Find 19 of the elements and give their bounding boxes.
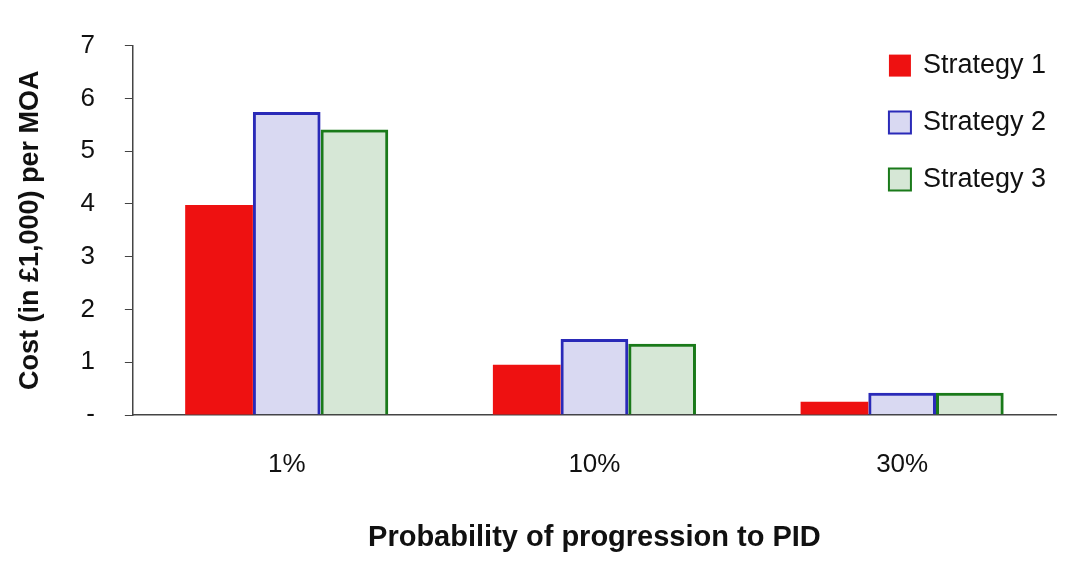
- y-tick-label: 6: [80, 81, 95, 112]
- legend-label: Strategy 3: [922, 163, 1047, 194]
- y-tick-label: -: [86, 398, 95, 429]
- y-tick-label: 5: [80, 134, 95, 165]
- y-tick-label: 4: [80, 187, 95, 218]
- x-axis-title: Probability of progression to PID: [368, 519, 821, 552]
- x-tick-label: 10%: [568, 447, 621, 478]
- legend-label: Strategy 1: [922, 49, 1047, 80]
- y-tick-label: 1: [80, 345, 95, 376]
- y-tick-label: 2: [80, 292, 95, 323]
- bar: [185, 204, 253, 415]
- y-tick-label: 3: [80, 239, 95, 270]
- bar: [868, 392, 936, 415]
- legend-label: Strategy 2: [922, 106, 1047, 137]
- x-tick-label: 1%: [267, 447, 306, 478]
- y-axis-title: Cost (in £1,000) per MOA: [13, 70, 44, 391]
- x-tick-label: 30%: [876, 447, 929, 478]
- y-tick-label: 7: [80, 28, 95, 59]
- bar: [628, 343, 696, 415]
